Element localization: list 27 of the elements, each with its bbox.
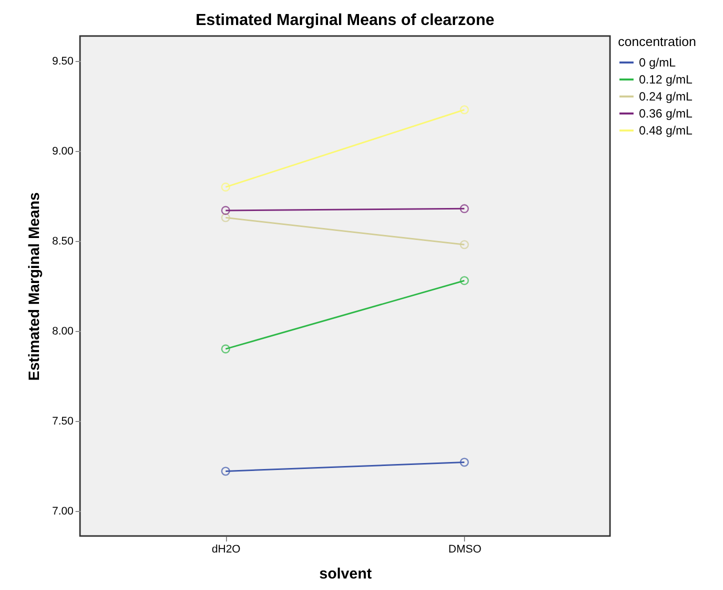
legend-label: 0.48 g/mL [639,124,693,138]
y-tick-label: 7.50 [52,415,74,428]
y-tick-label: 7.00 [52,505,74,518]
point [221,466,230,476]
y-tick-label: 8.00 [52,325,74,338]
x-tick-label: dH2O [212,544,241,556]
legend-label: 0.36 g/mL [639,106,693,120]
x-tick-label: DMSO [448,544,482,556]
legend-label: 0.12 g/mL [639,72,693,86]
point [221,182,230,192]
point [221,213,230,222]
point [221,344,230,354]
y-tick-label: 8.50 [52,236,74,248]
chart-title: Estimated Marginal Means of clearzone [196,12,494,29]
y-axis-title: Estimated Marginal Means [26,192,44,381]
point [460,240,469,250]
legend-title: concentration [618,34,696,49]
point [460,105,469,114]
y-tick-label: 9.50 [52,56,74,68]
legend-label: 0.24 g/mL [639,90,693,104]
x-axis-title: solvent [319,566,372,582]
point [460,276,469,286]
point [460,204,469,214]
y-tick-label: 9.00 [52,146,74,158]
point [460,458,469,467]
legend-label: 0 g/mL [639,56,676,70]
point [221,206,230,215]
